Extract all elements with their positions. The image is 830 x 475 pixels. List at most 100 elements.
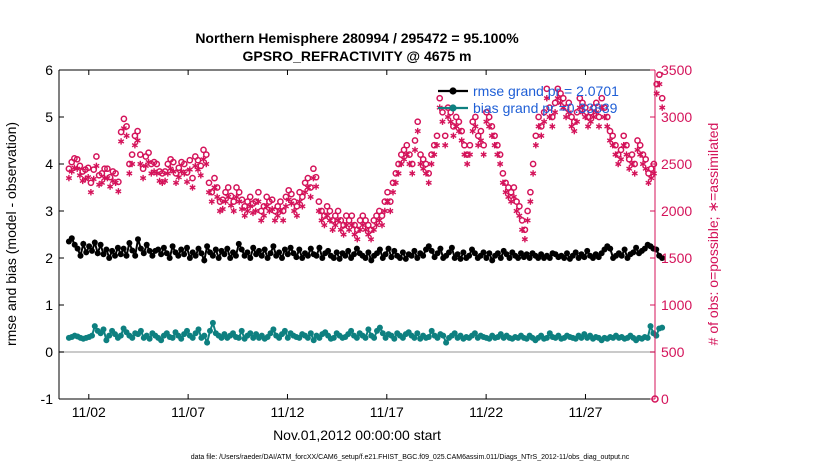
asterisk-stroke	[189, 185, 196, 190]
obs-assimilated-marker	[439, 118, 446, 125]
obs-assimilated-marker	[483, 118, 490, 125]
obs-assimilated-marker	[351, 231, 358, 238]
obs-assimilated-marker	[200, 156, 207, 163]
asterisk-stroke	[233, 194, 240, 200]
rmse-point	[175, 252, 182, 259]
asterisk-stroke	[650, 171, 658, 176]
obs-assimilated-series	[65, 80, 666, 243]
asterisk-stroke	[604, 124, 611, 129]
obs-assimilated-marker	[442, 142, 449, 149]
rmse-point	[402, 255, 409, 262]
obs-assimilated-marker	[508, 198, 515, 205]
obs-assimilated-marker	[345, 226, 353, 233]
rmse-point	[169, 243, 176, 250]
asterisk-stroke	[219, 206, 226, 212]
asterisk-stroke	[540, 119, 548, 124]
obs-assimilated-marker	[161, 177, 169, 185]
asterisk-stroke	[527, 199, 534, 204]
rmse-point	[160, 244, 167, 251]
obs-assimilated-marker	[475, 142, 482, 149]
obs-possible-marker	[310, 165, 317, 173]
obs-assimilated-marker	[219, 205, 226, 213]
bias-point	[129, 334, 136, 341]
obs-assimilated-marker	[131, 142, 138, 149]
obs-possible-marker	[559, 94, 567, 102]
rmse-point	[336, 255, 343, 262]
asterisk-stroke	[549, 124, 556, 129]
obs-assimilated-marker	[516, 212, 523, 219]
bias-point	[330, 334, 337, 341]
data-file-footer: data file: /Users/raeder/DAI/ATM_forcXX/…	[191, 454, 630, 461]
obs-assimilated-marker	[615, 160, 622, 168]
asterisk-stroke	[587, 119, 594, 124]
obs-assimilated-marker	[521, 236, 528, 243]
obs-assimilated-marker	[617, 156, 625, 163]
obs-possible-marker	[642, 155, 650, 163]
asterisk-stroke	[560, 105, 567, 110]
rmse-point	[618, 252, 625, 259]
obs-possible-marker	[246, 193, 254, 201]
asterisk-stroke	[648, 175, 655, 181]
obs-assimilated-marker	[524, 217, 531, 224]
obs-possible-marker	[145, 149, 152, 157]
rmse-point	[86, 243, 93, 250]
obs-possible-marker	[452, 113, 460, 121]
asterisk-stroke	[164, 171, 171, 176]
rmse-point	[420, 252, 427, 259]
obs-assimilated-marker	[447, 118, 454, 125]
asterisk-stroke	[551, 110, 559, 115]
rmse-point	[376, 246, 383, 253]
obs-assimilated-marker	[104, 174, 111, 182]
bias-point	[362, 334, 369, 341]
obs-assimilated-marker	[167, 165, 174, 172]
rmse-point	[345, 247, 352, 254]
asterisk-stroke	[444, 114, 452, 120]
asterisk-stroke	[258, 218, 265, 223]
asterisk-stroke	[222, 199, 229, 204]
obs-assimilated-marker	[609, 142, 616, 149]
asterisk-stroke	[409, 171, 416, 176]
asterisk-stroke	[340, 232, 347, 237]
right-y-axis-label: # of obs: o=possible; ∗=assimilated	[705, 123, 721, 346]
rmse-point	[307, 245, 314, 252]
obs-possible-marker	[628, 151, 636, 158]
obs-possible-marker	[557, 90, 564, 97]
asterisk-stroke	[274, 213, 281, 218]
rmse-point	[198, 250, 205, 257]
obs-assimilated-marker	[145, 158, 152, 166]
rmse-point	[448, 244, 455, 251]
rmse-point	[68, 235, 75, 242]
obs-possible-marker	[573, 108, 581, 116]
bias-point	[209, 319, 216, 326]
right-y-axis-ticks: 0 500 1000 1500 2000 2500 3000 3500	[650, 62, 692, 407]
asterisk-stroke	[455, 128, 463, 134]
bias-point	[238, 327, 245, 334]
rmse-point	[235, 240, 242, 247]
obs-assimilated-marker	[208, 198, 215, 205]
asterisk-stroke	[628, 161, 636, 167]
asterisk-stroke	[612, 152, 619, 157]
obs-assimilated-marker	[450, 132, 457, 139]
x-tick-label: 11/22	[469, 404, 503, 420]
obs-assimilated-marker	[76, 172, 84, 179]
obs-assimilated-marker	[340, 231, 347, 238]
rmse-point	[146, 247, 153, 254]
asterisk-stroke	[521, 236, 528, 242]
rmse-point	[143, 241, 150, 248]
right-y-tick-label: 2000	[661, 203, 692, 219]
left-y-tick-label: -1	[41, 391, 54, 407]
obs-assimilated-marker	[431, 151, 438, 158]
obs-assimilated-marker	[527, 198, 534, 205]
obs-assimilated-marker	[117, 138, 125, 145]
obs-assimilated-marker	[433, 142, 441, 149]
rmse-point	[267, 250, 274, 257]
rmse-point	[633, 244, 640, 251]
obs-assimilated-marker	[326, 217, 333, 224]
asterisk-stroke	[593, 110, 600, 115]
obs-assimilated-marker	[288, 200, 295, 207]
bias-point	[644, 334, 651, 341]
obs-possible-marker	[331, 212, 339, 220]
obs-possible-marker	[455, 118, 463, 126]
right-y-tick-label: 3000	[661, 109, 692, 125]
asterisk-stroke	[623, 152, 630, 157]
